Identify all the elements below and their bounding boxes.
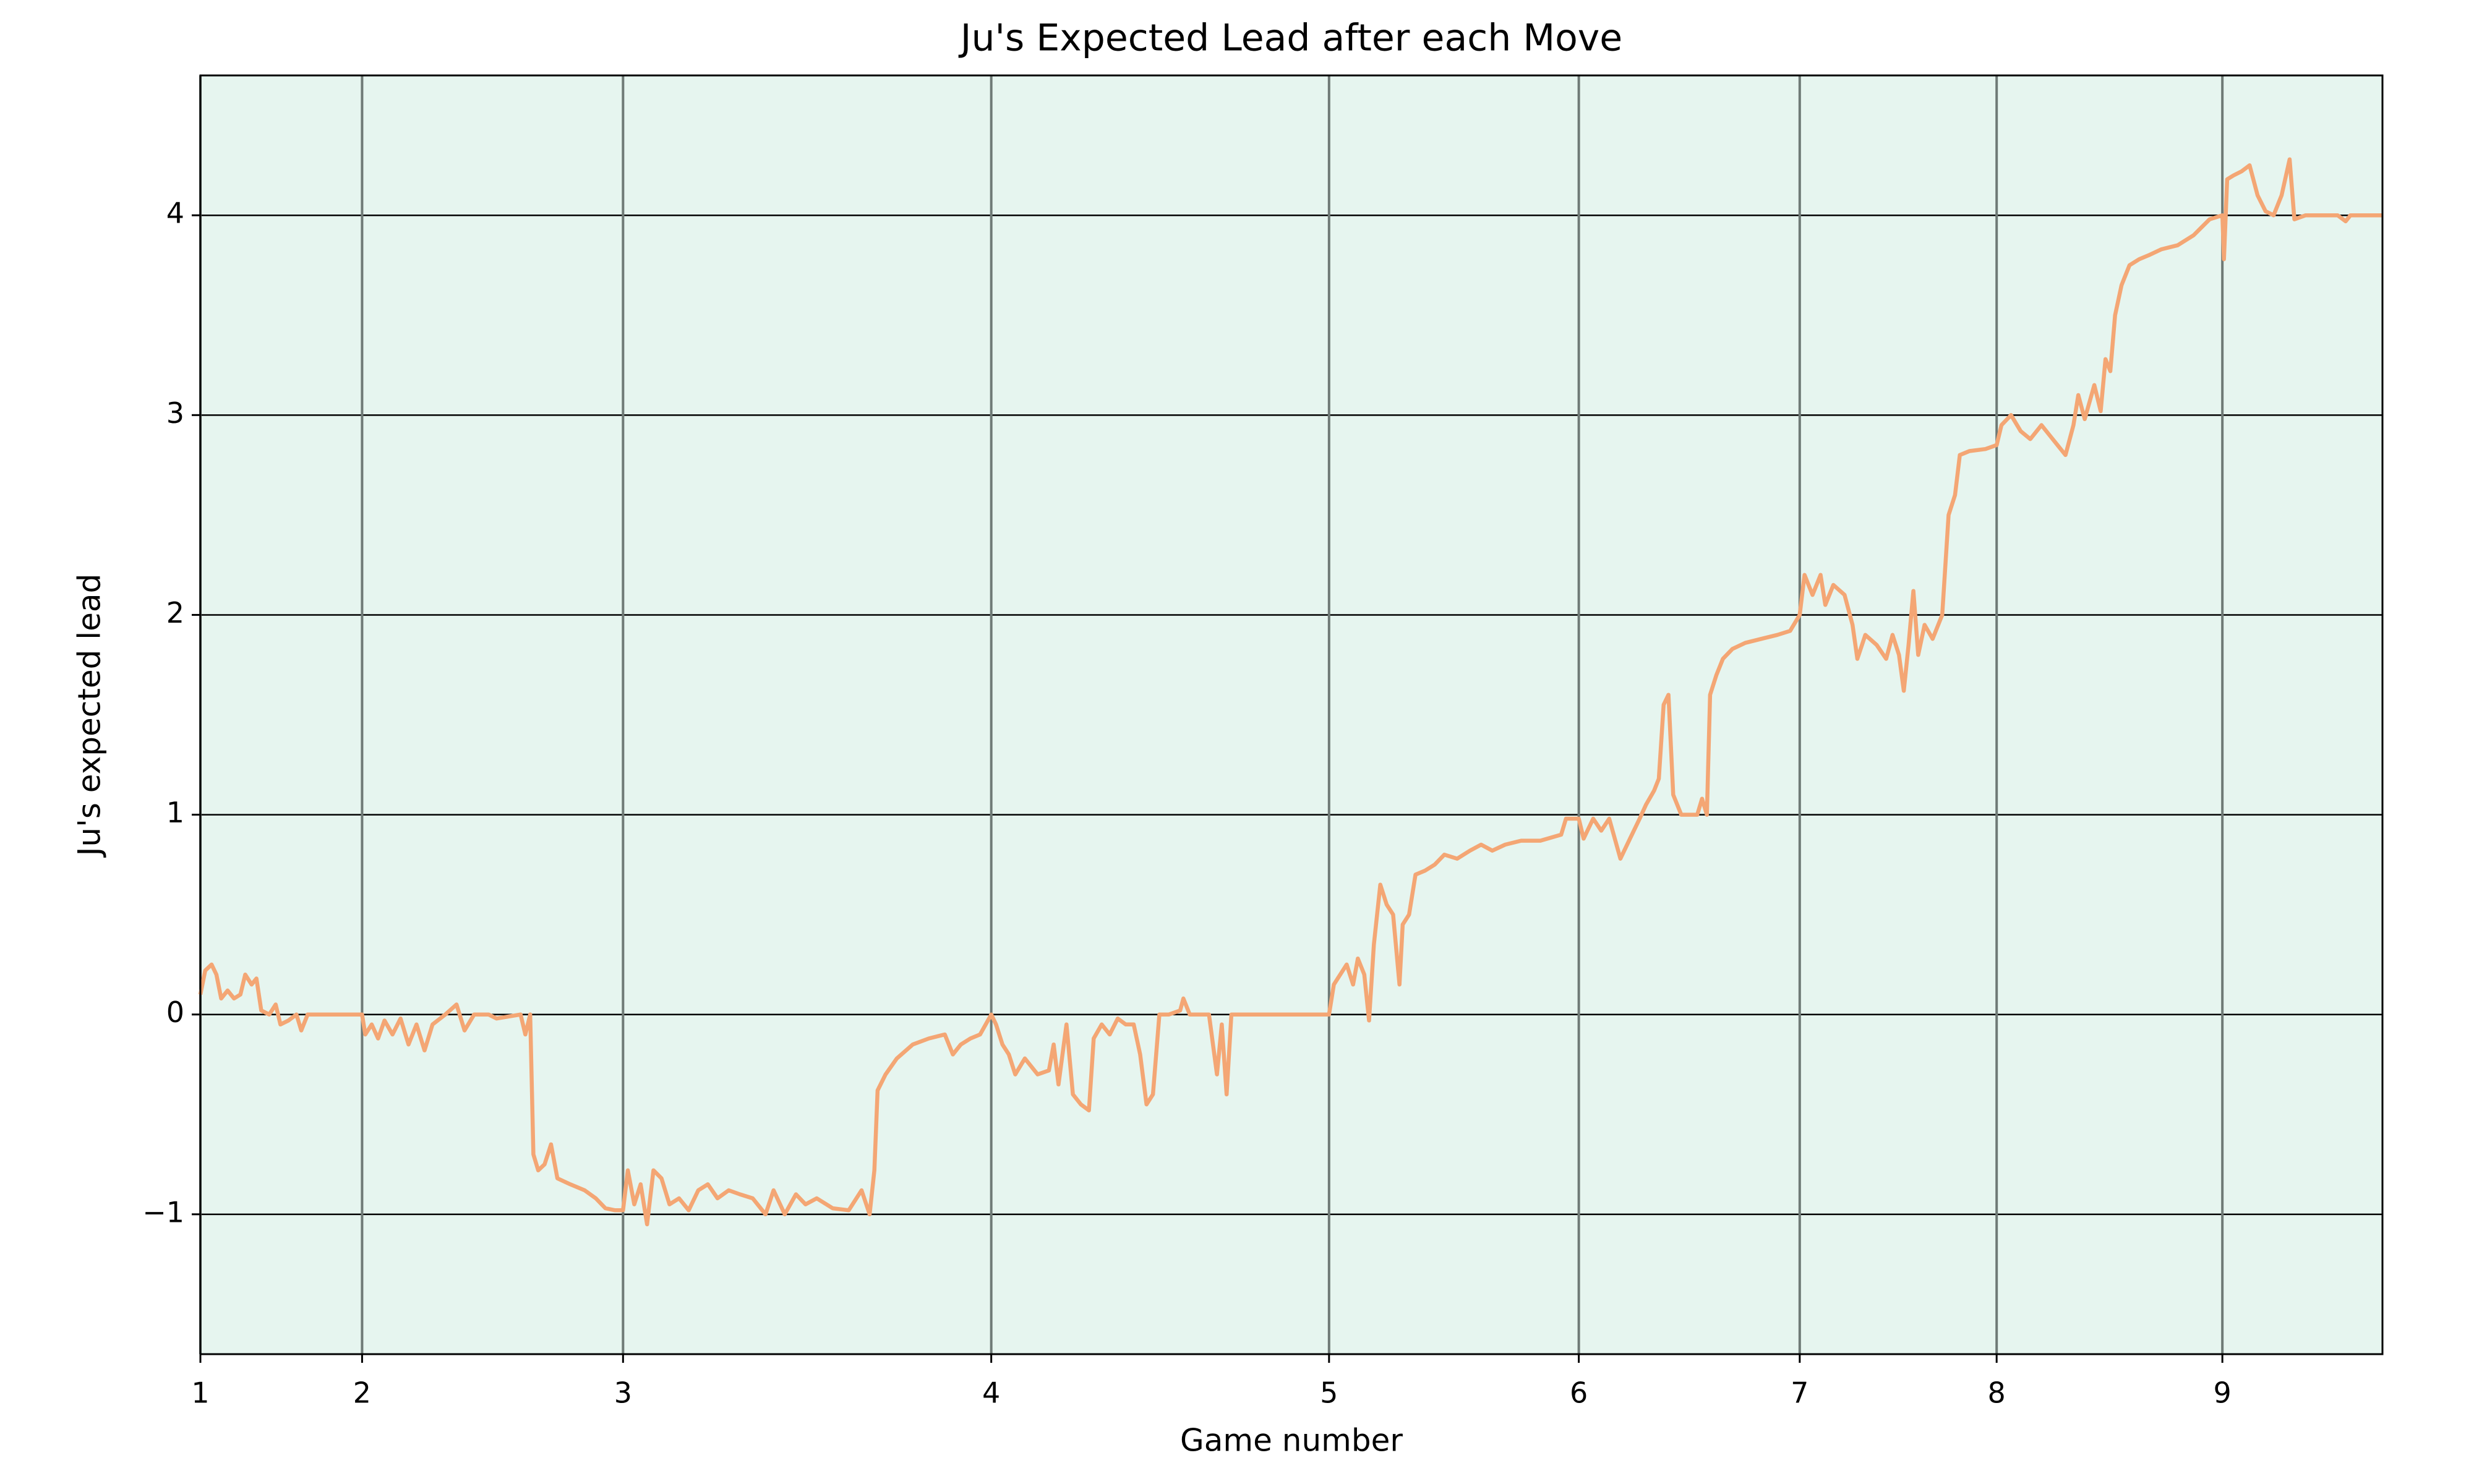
y-axis-label: Ju's expected lead	[72, 574, 108, 858]
x-tick-label: 9	[2214, 1376, 2232, 1410]
y-tick-label: 1	[166, 796, 184, 829]
x-tick-label: 3	[614, 1376, 632, 1410]
plot-frame	[199, 74, 2384, 1355]
x-tick-label: 4	[982, 1376, 1000, 1410]
y-tick-label: 0	[166, 996, 184, 1029]
y-tick-label: 2	[166, 596, 184, 629]
x-tick-label: 5	[1320, 1376, 1338, 1410]
y-tick-label: −1	[142, 1195, 184, 1229]
data-line	[198, 157, 2382, 1227]
y-tick-label: 3	[166, 396, 184, 430]
x-tick-label: 1	[191, 1376, 209, 1410]
chart-title: Ju's Expected Lead after each Move	[958, 17, 1622, 60]
x-tick-label: 8	[1988, 1376, 2006, 1410]
x-axis-label: Game number	[1180, 1423, 1403, 1459]
x-tick-label: 7	[1791, 1376, 1808, 1410]
x-tick-label: 6	[1570, 1376, 1588, 1410]
plot-background	[200, 75, 2382, 1354]
x-tick-label: 2	[353, 1376, 371, 1410]
y-tick-label: 4	[166, 197, 184, 230]
